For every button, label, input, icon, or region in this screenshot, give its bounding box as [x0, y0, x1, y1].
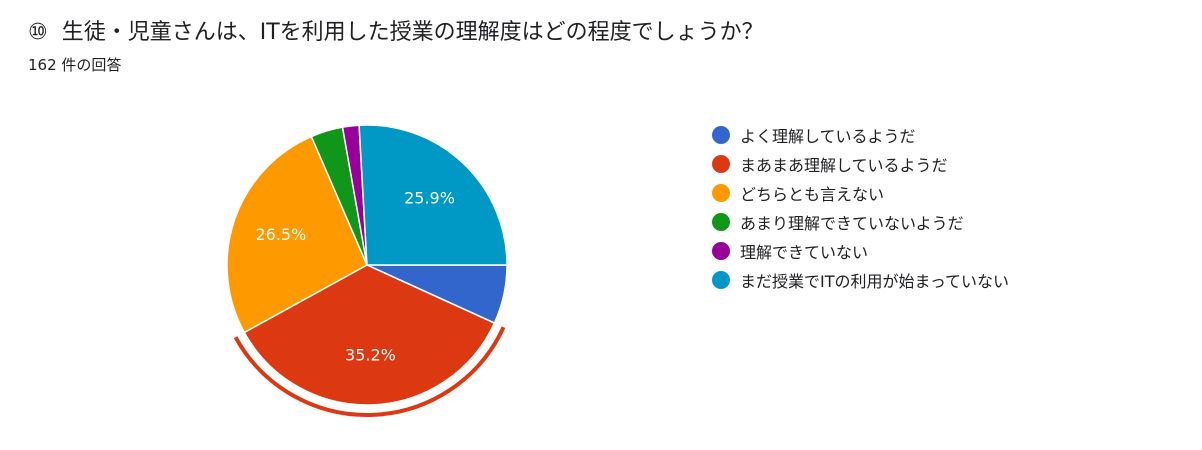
- legend-swatch: [712, 183, 730, 202]
- slice-value-label: 35.2%: [345, 345, 396, 364]
- chart-legend: よく理解しているようだまあまあ理解しているようだ どちらとも言えないあまり理解でき…: [712, 120, 1009, 294]
- legend-item[interactable]: どちらとも言えない: [712, 178, 1009, 207]
- legend-item[interactable]: まあまあ理解しているようだ: [712, 149, 1009, 178]
- legend-item[interactable]: 理解できていない: [712, 236, 1009, 265]
- slice-highlight-arc: [233, 326, 506, 418]
- pie-slice[interactable]: [358, 124, 508, 266]
- legend-item[interactable]: よく理解しているようだ: [712, 120, 1009, 149]
- legend-label: まだ授業でITの利用が始まっていない: [740, 271, 1010, 291]
- legend-swatch: [712, 154, 730, 173]
- legend-swatch: [712, 241, 730, 260]
- slice-value-label: 25.9%: [404, 188, 455, 207]
- legend-label: 理解できていない: [740, 242, 869, 262]
- response-count: 162 件の回答: [28, 56, 122, 74]
- legend-item[interactable]: まだ授業でITの利用が始まっていない: [712, 265, 1009, 294]
- question-number: ⑩: [28, 20, 48, 45]
- legend-swatch: [712, 125, 730, 144]
- pie-slice[interactable]: [243, 264, 496, 406]
- question-title: ⑩ 生徒・児童さんは、ITを利用した授業の理解度はどの程度でしょうか？: [28, 14, 764, 46]
- legend-label: どちらとも言えない: [740, 184, 885, 204]
- legend-label: よく理解しているようだ: [740, 126, 916, 146]
- legend-item[interactable]: あまり理解できていないようだ: [712, 207, 1009, 236]
- legend-swatch: [712, 270, 730, 289]
- legend-swatch: [712, 212, 730, 231]
- question-text: 生徒・児童さんは、ITを利用した授業の理解度はどの程度でしょうか？: [61, 20, 764, 45]
- slice-value-label: 26.5%: [255, 225, 306, 244]
- legend-label: あまり理解できていないようだ: [740, 213, 964, 233]
- legend-label: まあまあ理解しているようだ: [740, 155, 948, 175]
